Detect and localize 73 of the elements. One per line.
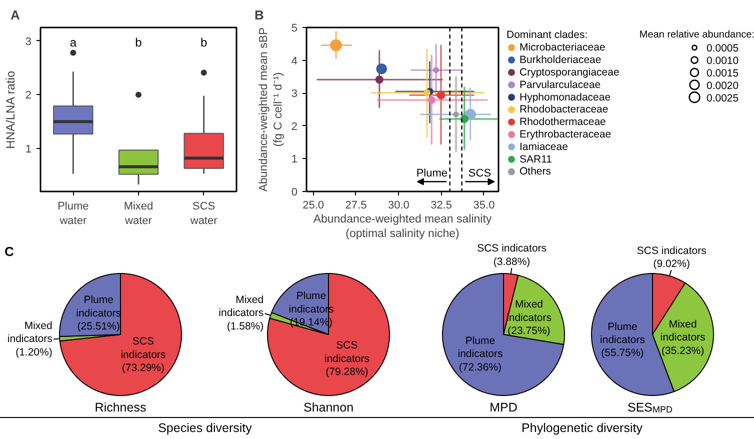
x-tick-label: 35.0: [473, 200, 495, 212]
slice-label: Plume indicators: [458, 335, 503, 360]
text: Richness: [94, 400, 146, 414]
slice-label: Plume indicators: [600, 320, 645, 346]
slice-label: SCS indicators: [636, 244, 706, 257]
text: Shannon: [303, 400, 354, 414]
annotation: Plume: [416, 168, 448, 180]
y-tick-label: 3: [25, 36, 32, 48]
data-label: (79.28%): [326, 366, 368, 378]
legend-label: Rhodothermaceae: [520, 116, 606, 128]
text: Mean relative abundance:: [639, 29, 754, 40]
legend-label: 0.0025: [706, 92, 739, 104]
data-label: (1.58%): [226, 320, 264, 332]
legend-label: Microbacteriaceae: [520, 42, 606, 54]
y-tick-label: 1: [291, 154, 298, 166]
legend-label: Others: [520, 166, 552, 178]
legend-label: 0.0015: [706, 67, 739, 80]
slice-label: Mixed indicators: [660, 318, 706, 344]
chart-title: A: [10, 8, 20, 22]
data-label: (55.75%): [601, 347, 644, 360]
slice-label: SCS indicators: [120, 336, 166, 361]
x-tick-label: 27.5: [345, 200, 367, 212]
slice-label: SCS indicators: [477, 242, 547, 255]
data-label: (72.36%): [458, 361, 502, 374]
data-label: (35.23%): [662, 344, 704, 357]
text: Phylogenetic diversity: [522, 420, 642, 437]
data-label: (73.29%): [122, 362, 164, 374]
y-tick-label: 2: [25, 90, 32, 102]
y-tick-label: 0: [291, 186, 298, 198]
y-axis-title: HNA/LNA ratio: [3, 70, 18, 149]
y-tick-label: 3: [291, 88, 298, 100]
legend-label: Iamiaceae: [520, 140, 568, 153]
data-label: (3.88%): [493, 256, 530, 268]
x-tick-label: SCS water: [189, 200, 218, 227]
x-tick-label: Mixed water: [124, 200, 154, 227]
data-label: (25.51%): [77, 320, 120, 332]
text: Species diversity: [158, 420, 252, 437]
legend-label: Parvularculaceae: [520, 78, 601, 91]
text: SESMPD: [627, 400, 673, 414]
legend-label: 0.0020: [706, 80, 739, 92]
slice-label: Mixed indicators: [7, 320, 53, 346]
data-label: (23.75%): [508, 324, 550, 337]
annotation: a: [70, 36, 77, 50]
y-tick-label: 4: [291, 55, 298, 68]
slice-label: Plume indicators: [76, 294, 122, 320]
annotation: b: [135, 36, 142, 50]
chart-title: B: [254, 8, 264, 22]
annotation: SCS: [468, 168, 492, 180]
legend-label: 0.0010: [706, 55, 739, 68]
x-tick-label: 30.0: [388, 200, 410, 212]
legend-label: SAR11: [520, 153, 552, 166]
x-tick-label: 32.5: [430, 200, 452, 212]
y-axis-title: Abundance-weighted mean sBP (fg C cell⁻¹ d⁻¹): [258, 27, 284, 192]
legend-label: 0.0005: [706, 42, 739, 55]
x-axis-title: Abundance-weighted mean salinity (optimal salinity niche): [313, 214, 492, 240]
y-tick-label: 1: [25, 143, 32, 156]
legend-label: Erythrobacteraceae: [520, 128, 612, 140]
legend-label: Cryptosporangiaceae: [520, 66, 620, 78]
x-tick-label: Plume water: [58, 200, 89, 227]
annotation: b: [200, 36, 208, 50]
slice-label: SCS indicators: [324, 340, 370, 365]
y-tick-label: 5: [291, 22, 298, 34]
legend-label: Rhodobacteraceae: [520, 104, 608, 116]
legend-label: Burkholderiaceae: [520, 54, 602, 66]
text: C: [4, 244, 14, 259]
y-tick-label: 2: [291, 120, 298, 133]
data-label: (1.20%): [16, 346, 52, 358]
text: MPD: [490, 400, 518, 414]
legend-label: Hyphomonadaceae: [520, 91, 611, 104]
legend-title: Dominant clades:: [506, 28, 588, 41]
data-label: (9.02%): [653, 258, 690, 270]
x-tick-label: 25.0: [302, 200, 324, 212]
slice-label: Mixed indicators: [218, 294, 264, 320]
